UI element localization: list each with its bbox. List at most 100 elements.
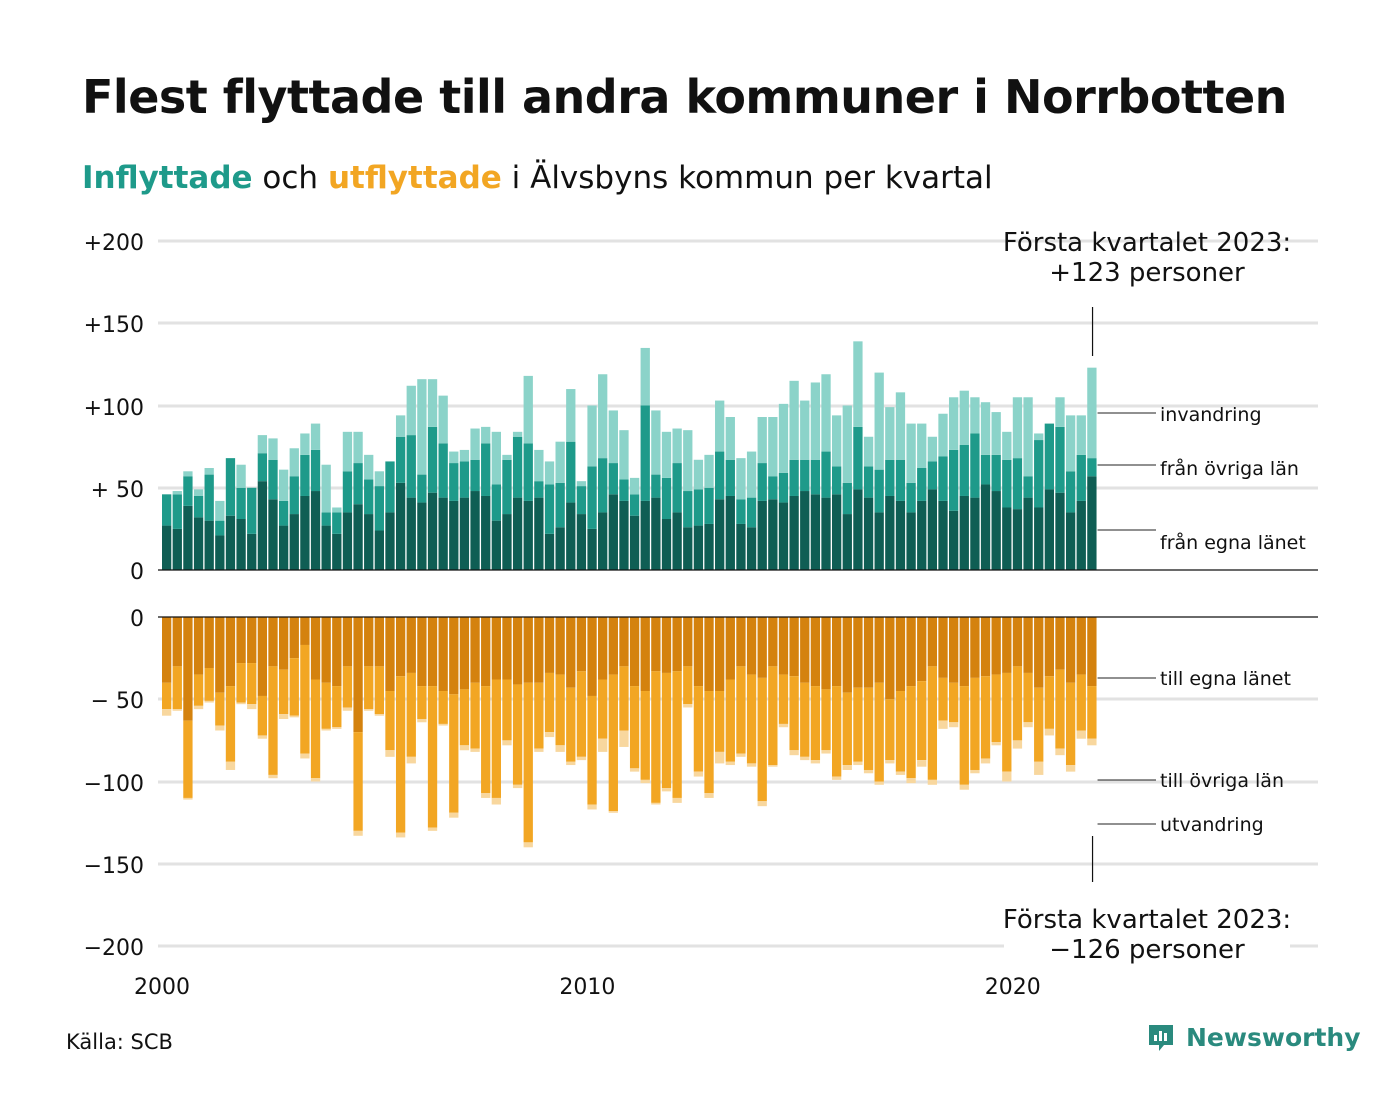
bar-segment: [1012, 397, 1023, 459]
bar-segment: [842, 617, 852, 693]
bar-segment: [938, 456, 948, 501]
bar-segment: [278, 469, 289, 501]
bar-segment: [321, 728, 331, 731]
bar-segment: [672, 617, 682, 672]
bar-segment: [491, 520, 501, 570]
bar-segment: [353, 504, 363, 570]
bar-segment: [725, 617, 735, 680]
y-tick-label: + 50: [91, 478, 144, 503]
bar-segment: [598, 738, 608, 752]
bar-segment: [693, 489, 704, 526]
bar-segment: [938, 720, 948, 729]
bar-segment: [746, 763, 757, 767]
bar-segment: [800, 682, 810, 757]
brand-logo[interactable]: Newsworthy: [1146, 1022, 1361, 1052]
bar-segment: [321, 682, 331, 729]
bar-segment: [938, 500, 948, 570]
bar-segment: [672, 463, 682, 513]
bar-segment: [1076, 500, 1086, 570]
bar-segment: [183, 720, 193, 798]
bar-segment: [1065, 617, 1076, 683]
bar-segment: [534, 682, 544, 749]
bar-segment: [778, 472, 789, 503]
bar-segment: [576, 671, 587, 757]
bar-segment: [162, 682, 172, 710]
bar-segment: [842, 514, 852, 570]
bar-segment: [523, 842, 533, 848]
bar-segment: [385, 512, 395, 570]
bar-segment: [629, 494, 640, 516]
bar-segment: [332, 507, 342, 513]
bar-segment: [651, 474, 661, 498]
bar-segment: [278, 714, 289, 719]
bar-segment: [523, 500, 533, 570]
bar-segment: [661, 617, 672, 673]
bar-segment: [917, 468, 927, 501]
bar-segment: [927, 779, 938, 785]
bar-segment: [491, 617, 501, 680]
bar-segment: [278, 617, 289, 670]
bar-segment: [736, 666, 746, 754]
bar-segment: [406, 617, 416, 673]
bar-segment: [906, 482, 916, 513]
bar-segment: [257, 735, 268, 739]
bar-segment: [1055, 397, 1065, 427]
bar-segment: [948, 617, 959, 683]
bar-segment: [640, 617, 650, 692]
bar-segment: [268, 459, 278, 500]
bar-segment: [566, 687, 576, 762]
bar-segment: [587, 466, 597, 529]
bar-segment: [1087, 617, 1097, 687]
bar-segment: [991, 454, 1001, 492]
bar-segment: [406, 497, 416, 570]
bar-segment: [342, 471, 353, 513]
bar-segment: [863, 769, 874, 774]
bar-segment: [406, 672, 416, 757]
bar-segment: [247, 704, 257, 710]
bar-segment: [704, 523, 714, 570]
bar-segment: [959, 686, 969, 785]
bar-segment: [1034, 761, 1044, 775]
bar-segment: [438, 723, 448, 726]
bar-segment: [566, 761, 576, 766]
bar-segment: [491, 484, 501, 521]
bar-segment: [374, 666, 384, 715]
bar-segment: [853, 617, 863, 688]
chart-title: Flest flyttade till andra kommuner i Nor…: [82, 70, 1287, 124]
bar-segment: [704, 617, 714, 692]
bar-segment: [470, 491, 480, 570]
callout-bottom-value: −126 personer: [1049, 935, 1245, 965]
bar-segment: [683, 491, 693, 528]
bar-segment: [417, 617, 427, 687]
bar-segment: [300, 495, 310, 571]
bar-segment: [321, 464, 331, 513]
bar-segment: [364, 666, 374, 710]
bar-segment: [874, 617, 884, 683]
bar-segment: [895, 500, 906, 570]
bar-segment: [1023, 617, 1033, 673]
bar-segment: [395, 482, 406, 570]
bar-segment: [300, 644, 310, 754]
bar-segment: [534, 449, 544, 482]
bar-segment: [332, 727, 342, 729]
bar-segment: [427, 492, 438, 570]
bar-segment: [395, 676, 406, 833]
bar-segment: [1044, 423, 1054, 490]
bar-segment: [332, 533, 342, 570]
bar-segment: [193, 705, 204, 710]
bar-segment: [225, 617, 236, 687]
bar-segment: [927, 617, 938, 667]
bar-segment: [948, 397, 959, 450]
bar-segment: [959, 617, 969, 687]
bar-segment: [629, 477, 640, 495]
bar-segment: [449, 451, 459, 464]
bar-segment: [1034, 687, 1044, 762]
bar-segment: [598, 458, 608, 513]
bar-segment: [438, 617, 448, 692]
bar-segment: [417, 502, 427, 571]
bar-segment: [406, 385, 416, 436]
bar-segment: [651, 617, 661, 672]
bar-segment: [172, 709, 182, 711]
bar-segment: [215, 725, 225, 731]
bar-segment: [640, 691, 650, 780]
